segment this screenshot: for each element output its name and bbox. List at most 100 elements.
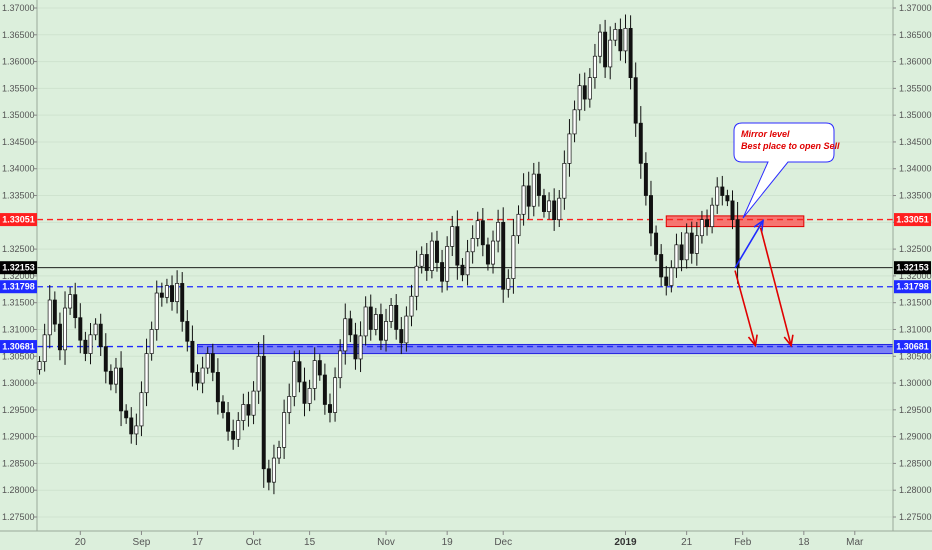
candle-body — [302, 381, 307, 404]
price-tag-label-right: 1.30681 — [896, 342, 929, 352]
candle-body — [511, 235, 516, 279]
candle-body — [557, 197, 562, 220]
candle-body — [598, 31, 603, 57]
red-zone — [665, 215, 805, 228]
candle-body — [63, 307, 68, 351]
candle-body — [297, 361, 302, 383]
candle-body — [516, 213, 521, 237]
candle-body — [608, 39, 613, 68]
candle-body — [613, 29, 618, 41]
candle-body — [440, 262, 445, 282]
candle-body — [643, 163, 648, 196]
candle-body — [251, 390, 256, 416]
candle-body — [195, 371, 200, 384]
x-tick-label: 19 — [442, 537, 454, 548]
candle-body — [562, 163, 567, 199]
candle-body — [134, 425, 139, 435]
candle-body — [445, 246, 450, 282]
y-tick-label-left: 1.28500 — [2, 458, 35, 468]
candle-body — [108, 370, 113, 385]
candle-body — [654, 232, 659, 255]
callout-bubble — [733, 122, 835, 219]
y-tick-label-right: 1.37000 — [899, 3, 932, 13]
x-tick-label: Feb — [734, 537, 752, 548]
candle-body — [730, 200, 735, 220]
candle-body — [317, 360, 322, 376]
y-tick-label-left: 1.32000 — [2, 271, 35, 281]
candle-body — [129, 417, 134, 435]
x-tick-label: 21 — [681, 537, 693, 548]
candle-body — [541, 195, 546, 212]
price-tag-label-right: 1.32153 — [896, 263, 929, 273]
y-tick-label-left: 1.31500 — [2, 298, 35, 308]
candle-body — [628, 28, 633, 79]
price-tag-label-left: 1.32153 — [2, 263, 35, 273]
y-tick-label-left: 1.35000 — [2, 110, 35, 120]
candle-body — [455, 226, 460, 266]
y-tick-label-left: 1.34000 — [2, 164, 35, 174]
price-tag-label-left: 1.30681 — [2, 342, 35, 352]
candle-body — [659, 254, 664, 278]
price-tag-label-right: 1.33051 — [896, 215, 929, 225]
y-tick-label-right: 1.28500 — [899, 458, 932, 468]
candle-body — [409, 295, 414, 317]
price-tag-left — [0, 261, 37, 275]
blue-arrow-head — [753, 219, 765, 232]
candle-body — [113, 367, 118, 385]
x-tick-label: Dec — [494, 537, 512, 548]
candle-body — [78, 317, 83, 341]
candle-body — [353, 334, 358, 360]
candle-body — [73, 294, 78, 319]
y-tick-label-right: 1.31000 — [899, 324, 932, 334]
candle-body — [236, 420, 241, 440]
x-tick-label: Sep — [133, 537, 151, 548]
candle-body — [327, 404, 332, 413]
candle-body — [282, 412, 287, 448]
candle-body — [154, 292, 159, 330]
x-tick-label: 2019 — [614, 537, 637, 548]
candle-body — [190, 340, 195, 373]
candle-body — [485, 244, 490, 265]
candle-body — [256, 355, 261, 392]
red-arrow-1-shaft — [734, 270, 757, 346]
candle-body — [343, 318, 348, 352]
candle-body — [57, 323, 62, 351]
candle-body — [312, 360, 317, 389]
y-tick-label-left: 1.33500 — [2, 191, 35, 201]
y-tick-label-right: 1.36000 — [899, 57, 932, 67]
candle-body — [271, 457, 276, 483]
candle-body — [475, 220, 480, 239]
candle-body — [552, 200, 557, 220]
candle-body — [210, 353, 215, 373]
y-tick-label-left: 1.34500 — [2, 137, 35, 147]
price-tag-label-left: 1.33051 — [2, 215, 35, 225]
candle-body — [373, 314, 378, 330]
candle-body — [144, 353, 149, 394]
candle-body — [470, 238, 475, 253]
candle-body — [149, 329, 154, 354]
candle-body — [170, 285, 175, 302]
candle-body — [394, 305, 399, 330]
y-tick-label-right: 1.35000 — [899, 110, 932, 120]
y-tick-label-left: 1.35500 — [2, 83, 35, 93]
price-tag-left — [0, 213, 37, 227]
candle-body — [292, 361, 297, 397]
candle-body — [669, 267, 674, 286]
candle-body — [623, 28, 628, 52]
candle-body — [638, 122, 643, 164]
candle-body — [124, 410, 129, 419]
candle-body — [52, 299, 57, 325]
candle-body — [159, 292, 164, 298]
y-tick-label-left: 1.36500 — [2, 30, 35, 40]
price-tag-left — [0, 280, 37, 294]
candle-body — [521, 185, 526, 215]
candle-body — [419, 254, 424, 267]
y-tick-label-right: 1.34500 — [899, 137, 932, 147]
y-tick-label-right: 1.32500 — [899, 244, 932, 254]
candle-body — [389, 305, 394, 322]
y-tick-label-left: 1.30000 — [2, 378, 35, 388]
candle-body — [496, 221, 501, 242]
candle-body — [705, 219, 710, 227]
